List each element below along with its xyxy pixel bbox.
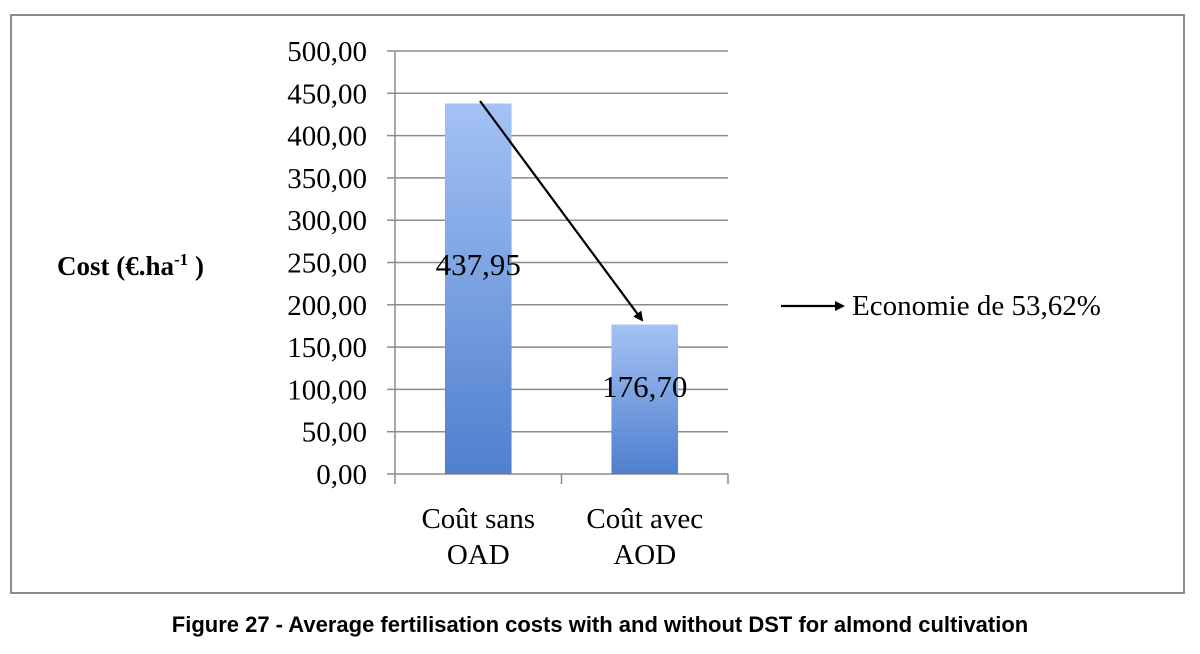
trend-arrow bbox=[479, 100, 644, 322]
y-tick-label: 350,00 bbox=[287, 163, 367, 195]
bar bbox=[444, 103, 512, 475]
y-tick-label: 500,00 bbox=[287, 36, 367, 68]
x-category-label: Coût sans bbox=[421, 503, 535, 535]
y-tick-label: 100,00 bbox=[287, 374, 367, 406]
y-tick-label: 200,00 bbox=[287, 290, 367, 322]
y-tick-label: 300,00 bbox=[287, 205, 367, 237]
x-category-label: OAD bbox=[447, 539, 510, 571]
chart-frame bbox=[10, 14, 1185, 594]
x-category-label: Coût avec bbox=[586, 503, 703, 535]
y-tick-label: 250,00 bbox=[287, 248, 367, 280]
bar-chart: 0,00 50,00 100,00 150,00 200,00 250,00 300,00 3… bbox=[57, 36, 1101, 571]
bar bbox=[611, 324, 679, 474]
y-axis-label: Cost (€.ha-1 ) bbox=[57, 250, 204, 281]
x-category-label: AOD bbox=[613, 539, 676, 571]
figure-caption: Figure 27 - Average fertilisation costs … bbox=[171, 612, 1029, 637]
legend-annotation: Economie de 53,62% bbox=[852, 290, 1101, 322]
data-label: 176,70 bbox=[602, 369, 687, 404]
y-tick-label: 0,00 bbox=[316, 459, 367, 491]
y-tick-label: 150,00 bbox=[287, 332, 367, 364]
y-tick-label: 50,00 bbox=[302, 417, 367, 449]
data-label: 437,95 bbox=[436, 247, 521, 282]
legend: Economie de 53,62% bbox=[781, 290, 1101, 322]
y-tick-label: 450,00 bbox=[287, 78, 367, 110]
y-tick-label: 400,00 bbox=[287, 121, 367, 153]
